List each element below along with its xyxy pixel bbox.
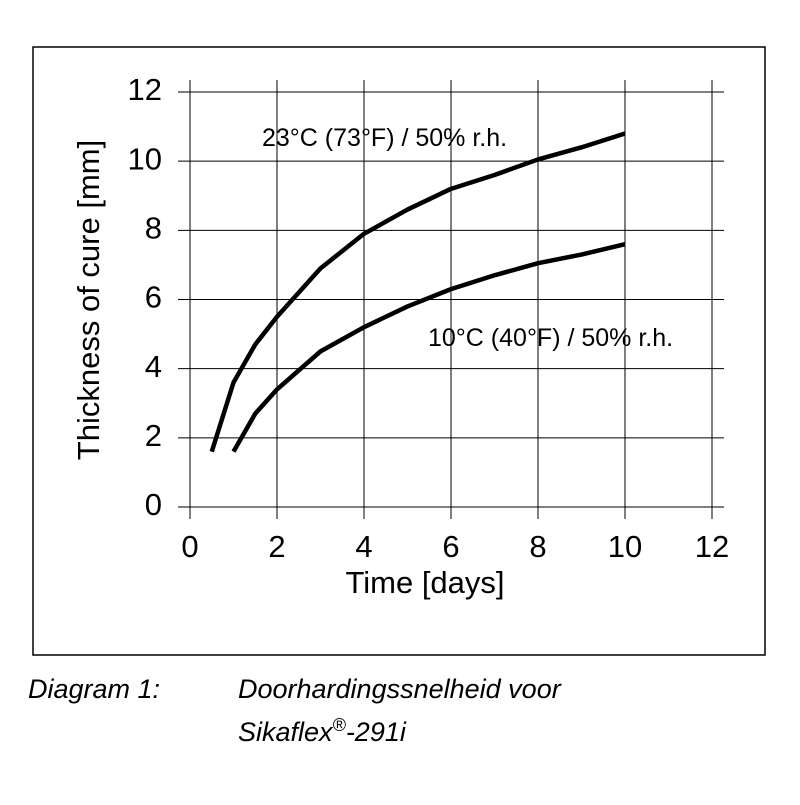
caption-product: Sikaflex®-291i [238,715,407,747]
curve [209,131,626,453]
x-tick-label: 4 [355,529,372,564]
y-tick-label: 6 [145,280,162,315]
y-tick-label: 4 [145,349,162,384]
x-tick-label: 2 [268,529,285,564]
x-tick-label: 6 [442,529,459,564]
x-tick-label: 8 [529,529,546,564]
product-name: Sikaflex [238,717,334,747]
y-tick-label: 0 [145,487,162,522]
x-tick-label: 12 [695,529,729,564]
x-tick-label: 10 [608,529,642,564]
y-tick-label: 10 [128,141,162,176]
y-tick-label: 2 [145,418,162,453]
series-label: 23°C (73°F) / 50% r.h. [262,124,507,152]
y-axis-title: Thickness of cure [mm] [71,140,106,460]
product-suffix: -291i [346,717,407,747]
series-label: 10°C (40°F) / 50% r.h. [428,324,673,352]
caption-label: Diagram 1: [28,674,160,704]
y-tick-label: 12 [128,72,162,107]
x-axis-title: Time [days] [345,565,504,600]
x-tick-label: 0 [181,529,198,564]
registered-mark: ® [333,715,347,735]
frame [32,46,766,656]
y-tick-label: 8 [145,211,162,246]
curve [231,241,626,453]
caption-text: Doorhardingssnelheid voor [238,674,562,704]
